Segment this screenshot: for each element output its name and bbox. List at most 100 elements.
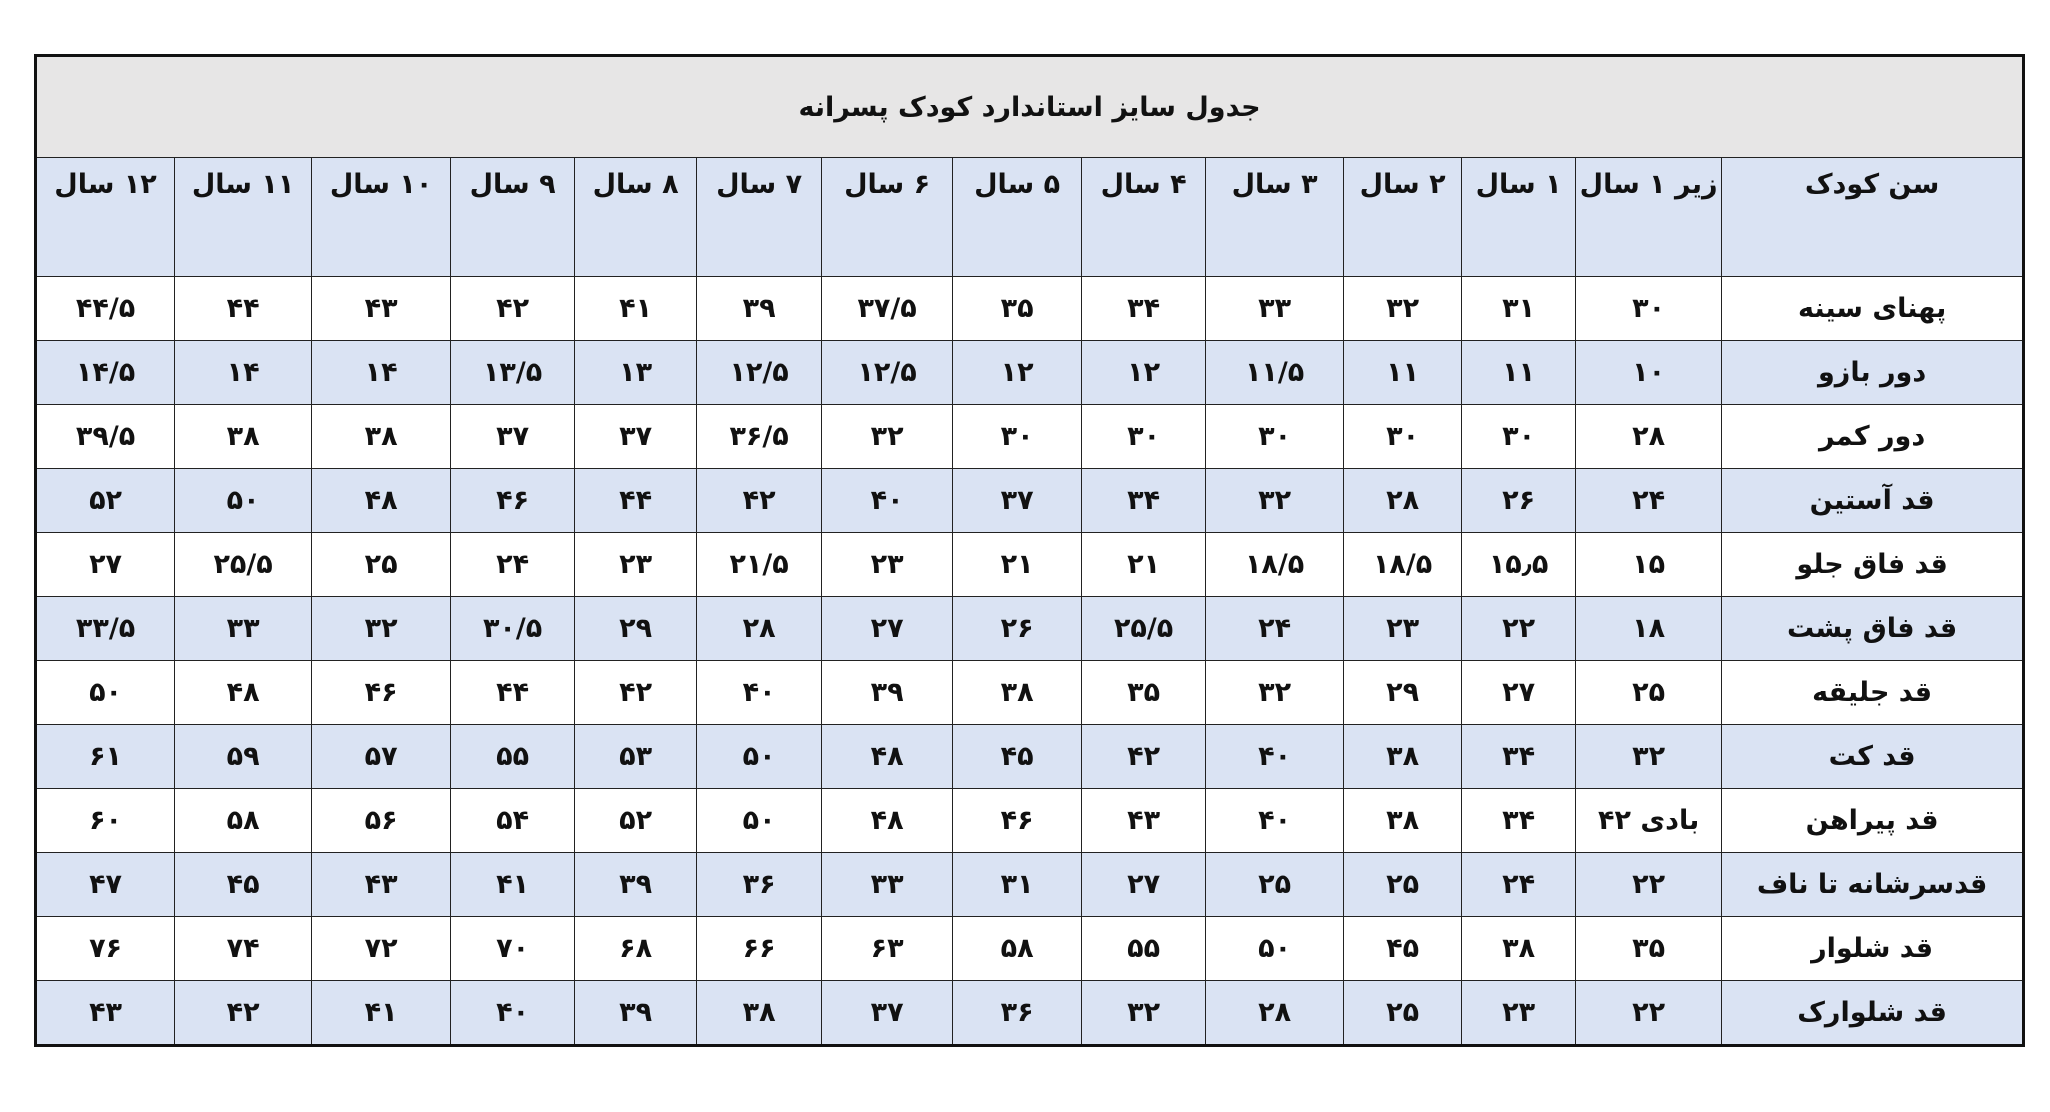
size-value-cell: ۲۷ <box>1461 660 1577 725</box>
header-age-label: سن کودک <box>1721 157 2025 277</box>
table-row: قدسرشانه تا ناف ۲۲ ۲۴ ۲۵ ۲۵ ۲۷ ۳۱ ۳۳ ۳۶ ۳۹ ۴۱ ۴۳ ۴۵ ۴… <box>34 852 2025 917</box>
size-value-cell: ۳۰ <box>1081 404 1207 469</box>
size-value-cell: ۳۹ <box>821 660 954 725</box>
size-value-cell: ۵۰ <box>696 724 823 789</box>
size-value-cell: ۴۵ <box>174 852 313 917</box>
size-value-cell: ۷۰ <box>450 916 576 981</box>
size-value-cell: ۲۴ <box>1461 852 1577 917</box>
size-value-cell: ۱۲ <box>952 340 1083 405</box>
row-label: دور کمر <box>1721 404 2025 469</box>
size-value-cell: ۱۸/۵ <box>1205 532 1345 597</box>
size-value-cell: ۶۸ <box>574 916 698 981</box>
size-value-cell: ۳۴ <box>1081 276 1207 341</box>
size-value-cell: ۳۳ <box>174 596 313 661</box>
size-value-cell: ۱۰ <box>1575 340 1723 405</box>
size-value-cell: ۳۵ <box>1081 660 1207 725</box>
size-value-cell: ۲۲ <box>1575 980 1723 1046</box>
size-value-cell: ۱۲/۵ <box>696 340 823 405</box>
size-value-cell: ۷۲ <box>311 916 452 981</box>
size-value-cell: ۵۹ <box>174 724 313 789</box>
size-value-cell: ۴۵ <box>952 724 1083 789</box>
row-label: قد آستین <box>1721 468 2025 533</box>
size-value-cell: ۲۵/۵ <box>174 532 313 597</box>
size-value-cell: ۳۱ <box>952 852 1083 917</box>
size-value-cell: ۳۷/۵ <box>821 276 954 341</box>
size-value-cell: ۴۶ <box>952 788 1083 853</box>
size-value-cell: ۴۷ <box>34 852 176 917</box>
size-value-cell: ۳۴ <box>1081 468 1207 533</box>
size-value-cell: ۴۴ <box>174 276 313 341</box>
header-age-column: ۴ سال <box>1081 157 1207 277</box>
size-value-cell: ۴۲ <box>450 276 576 341</box>
size-value-cell: ۲۷ <box>821 596 954 661</box>
header-age-column: ۱ سال <box>1461 157 1577 277</box>
size-value-cell: ۵۵ <box>450 724 576 789</box>
header-age-column: ۱۰ سال <box>311 157 452 277</box>
size-value-cell: ۵۲ <box>574 788 698 853</box>
size-value-cell: ۴۸ <box>311 468 452 533</box>
size-value-cell: ۳۲ <box>1205 660 1345 725</box>
size-value-cell: ۱۲/۵ <box>821 340 954 405</box>
size-value-cell: ۴۴ <box>450 660 576 725</box>
size-value-cell: ۲۸ <box>1575 404 1723 469</box>
size-value-cell: ۳۳/۵ <box>34 596 176 661</box>
size-value-cell: ۳۲ <box>1081 980 1207 1046</box>
size-value-cell: ۶۶ <box>696 916 823 981</box>
row-label: قد پیراهن <box>1721 788 2025 853</box>
header-age-column: ۷ سال <box>696 157 823 277</box>
size-value-cell: ۴۴ <box>574 468 698 533</box>
size-value-cell: ۴۸ <box>821 788 954 853</box>
size-value-cell: ۳۵ <box>952 276 1083 341</box>
size-value-cell: ۵۰ <box>174 468 313 533</box>
size-value-cell: ۳۷ <box>952 468 1083 533</box>
size-value-cell: ۱۱/۵ <box>1205 340 1345 405</box>
size-value-cell: ۳۸ <box>1343 724 1463 789</box>
size-value-cell: ۱۸ <box>1575 596 1723 661</box>
size-value-cell: ۱۲ <box>1081 340 1207 405</box>
size-value-cell: ۷۶ <box>34 916 176 981</box>
size-value-cell: ۴۳ <box>311 852 452 917</box>
size-value-cell: ۴۱ <box>450 852 576 917</box>
size-value-cell: ۲۵ <box>1575 660 1723 725</box>
header-age-column: ۶ سال <box>821 157 954 277</box>
size-value-cell: ۳۱ <box>1461 276 1577 341</box>
size-value-cell: ۴۳ <box>34 980 176 1046</box>
size-value-cell: ۴۰ <box>450 980 576 1046</box>
size-value-cell: ۳۹ <box>574 980 698 1046</box>
size-value-cell: ۴۶ <box>450 468 576 533</box>
size-value-cell: ۳۷ <box>574 404 698 469</box>
size-value-cell: ۳۰ <box>1205 404 1345 469</box>
size-value-cell: ۳۹ <box>696 276 823 341</box>
table-title: جدول سایز استاندارد کودک پسرانه <box>34 55 2025 158</box>
size-value-cell: ۱۳ <box>574 340 698 405</box>
size-value-cell: ۲۳ <box>821 532 954 597</box>
table-row: پهنای سینه ۳۰ ۳۱ ۳۲ ۳۳ ۳۴ ۳۵ ۳۷/۵ ۳۹ ۴۱ ۴۲ ۴۳ ۴۴ ۴۴/۵ <box>34 276 2025 341</box>
size-value-cell: ۴۱ <box>311 980 452 1046</box>
size-value-cell: ۲۱ <box>952 532 1083 597</box>
table-row: قد پیراهن بادی ۴۲ ۳۴ ۳۸ ۴۰ ۴۳ ۴۶ ۴۸ ۵۰ ۵۲ ۵۴ ۵۶ ۵۸ ۶۰ <box>34 788 2025 853</box>
size-value-cell: ۴۲ <box>174 980 313 1046</box>
size-value-cell: ۲۵ <box>1205 852 1345 917</box>
size-value-cell: ۴۰ <box>821 468 954 533</box>
size-value-cell: ۳۰ <box>1343 404 1463 469</box>
header-age-column: ۱۱ سال <box>174 157 313 277</box>
size-value-cell: ۲۴ <box>1205 596 1345 661</box>
size-value-cell: ۱۵٫۵ <box>1461 532 1577 597</box>
size-value-cell: ۱۴ <box>174 340 313 405</box>
size-value-cell: ۳۸ <box>311 404 452 469</box>
size-value-cell: ۲۳ <box>574 532 698 597</box>
row-label: دور بازو <box>1721 340 2025 405</box>
size-value-cell: ۵۰ <box>1205 916 1345 981</box>
size-value-cell: ۲۸ <box>1343 468 1463 533</box>
size-value-cell: ۱۱ <box>1461 340 1577 405</box>
size-value-cell: ۲۸ <box>696 596 823 661</box>
size-value-cell: بادی ۴۲ <box>1575 788 1723 853</box>
size-value-cell: ۱۳/۵ <box>450 340 576 405</box>
row-label: قدسرشانه تا ناف <box>1721 852 2025 917</box>
size-value-cell: ۲۲ <box>1575 852 1723 917</box>
size-value-cell: ۳۹/۵ <box>34 404 176 469</box>
table-row: دور بازو ۱۰ ۱۱ ۱۱ ۱۱/۵ ۱۲ ۱۲ ۱۲/۵ ۱۲/۵ ۱۳ ۱۳/۵ ۱۴ ۱۴… <box>34 340 2025 405</box>
size-value-cell: ۲۳ <box>1343 596 1463 661</box>
size-value-cell: ۵۰ <box>34 660 176 725</box>
table-row: قد شلوارک ۲۲ ۲۳ ۲۵ ۲۸ ۳۲ ۳۶ ۳۷ ۳۸ ۳۹ ۴۰ ۴۱ ۴۲ ۴۳ <box>34 980 2025 1046</box>
